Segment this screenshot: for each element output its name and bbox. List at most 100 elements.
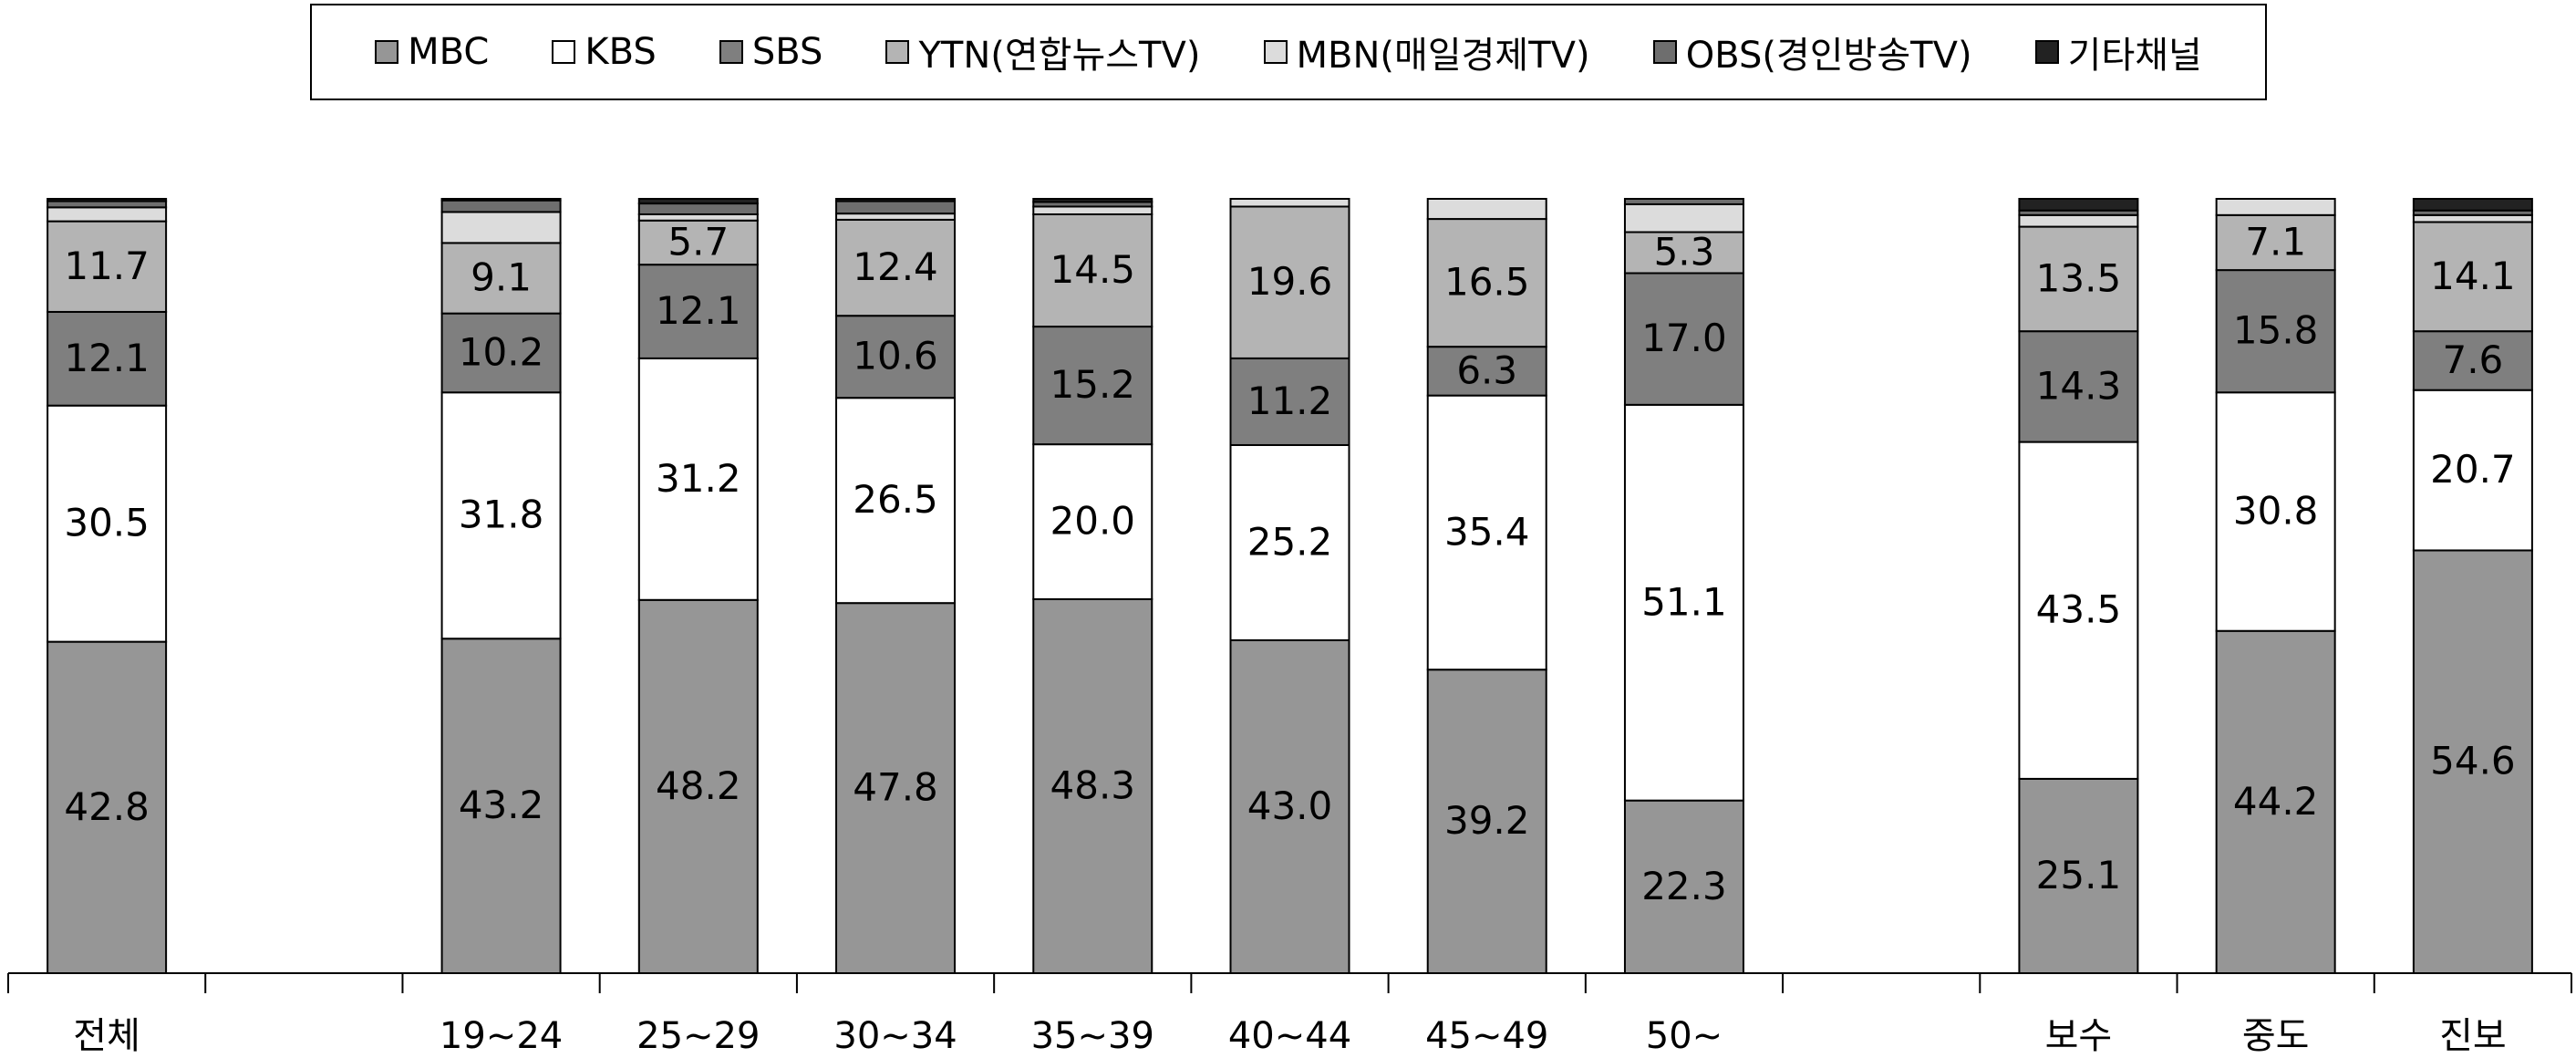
data-label: 14.3 [2036,363,2122,408]
data-label: 54.6 [2430,739,2516,783]
data-label: 12.1 [656,288,741,333]
data-label: 12.4 [853,244,938,289]
legend-label: SBS [751,31,823,73]
bar-segment [2412,330,2533,391]
bar-segment [1229,443,1350,641]
bar-segment [440,242,562,315]
x-tick-label: 35~39 [1031,1015,1154,1057]
legend-item: OBS(경인방송TV) [1652,26,1972,78]
bar-segment [1032,597,1154,974]
bar-segment [1032,205,1154,215]
bar-segment [637,264,759,359]
legend-item: SBS [719,31,823,73]
bar-segment [835,198,957,202]
bar-segment [2215,391,2336,632]
bar-segment [2412,198,2533,212]
legend-label: YTN(연합뉴스TV) [918,35,1201,77]
bar-segment [2412,221,2533,333]
bar-segment [440,198,562,202]
bar-segment [1623,202,1744,233]
legend: MBC KBS SBS YTN(연합뉴스TV) MBN(매일경제TV) OBS(경인방송T… [310,4,2267,100]
legend-item: KBS [552,31,657,73]
legend-swatch [2034,40,2059,64]
legend-label: OBS(경인방송TV) [1685,35,1972,77]
bar-segment [1623,799,1744,974]
bar-segment [1032,198,1154,203]
data-label: 19.6 [1247,259,1333,304]
bar-segment [2215,198,2336,216]
data-label: 14.5 [1050,247,1136,292]
bar-segment [1426,346,1547,397]
bar-segment [637,357,759,601]
data-label: 16.5 [1444,260,1530,305]
bar-segment [835,218,957,317]
data-label: 13.5 [2036,255,2122,300]
bar-segment [1623,198,1744,205]
bar-segment [440,312,562,394]
bar-segment [1623,272,1744,406]
x-tick-label: 40~44 [1228,1015,1351,1057]
bar-segment [47,220,168,313]
x-tick-label: 25~29 [636,1015,760,1057]
data-label: 42.8 [64,784,150,829]
legend-label: MBN(매일경제TV) [1296,35,1590,77]
x-tick-label: 보수 [2045,1015,2113,1057]
bar-segment [1229,638,1350,974]
bar-segment [835,602,957,974]
x-tick-label: 45~49 [1425,1015,1548,1057]
legend-label: 기타채널 [2067,35,2202,77]
bar-segment [2215,269,2336,394]
data-label: 12.1 [64,336,150,380]
legend-swatch [885,40,910,64]
data-label: 39.2 [1444,798,1530,843]
data-label: 35.4 [1444,509,1530,554]
bar-segment [835,213,957,221]
bar-segment [1623,403,1744,802]
bar-segment [440,391,562,640]
bar-segment [835,200,957,215]
legend-swatch [719,40,743,64]
data-label: 43.5 [2036,587,2122,632]
bar-segment [1623,231,1744,275]
bar-segment [47,198,168,202]
data-label: 7.6 [2442,337,2503,382]
legend-item: MBN(매일경제TV) [1263,26,1590,78]
data-label: 14.1 [2430,254,2516,298]
bar-segment [1229,198,1350,208]
data-label: 30.8 [2233,488,2319,533]
data-label: 25.2 [1247,519,1333,564]
data-label: 10.6 [853,334,938,379]
bar-segment [1426,394,1547,671]
data-label: 7.1 [2245,219,2306,264]
data-label: 44.2 [2233,779,2319,824]
data-label: 25.1 [2036,853,2122,897]
bar-segment [1229,357,1350,446]
data-label: 31.2 [656,456,741,501]
data-label: 20.7 [2430,447,2516,492]
data-label: 31.8 [459,493,544,537]
bar-segment [440,638,562,974]
legend-item: 기타채널 [2034,26,2202,78]
data-label: 22.3 [1641,864,1727,908]
data-label: 15.8 [2233,308,2319,353]
bar-segment [2412,549,2533,974]
bar-segment [2412,389,2533,552]
bar-segment [835,315,957,399]
bar-segment [2018,225,2139,333]
bar-segment [1426,198,1547,221]
legend-item: MBC [375,31,489,73]
bar-segment [440,211,562,244]
data-label: 43.0 [1247,783,1333,828]
bar-segment [2412,213,2533,223]
data-label: 26.5 [853,477,938,522]
data-label: 30.5 [64,501,150,545]
data-label: 15.2 [1050,362,1136,407]
x-tick-label: 전체 [73,1015,140,1057]
legend-swatch [375,40,399,64]
legend-swatch [552,40,576,64]
bar-segment [637,219,759,266]
bar-segment [637,213,759,222]
data-label: 17.0 [1641,316,1727,360]
x-tick-label: 진보 [2439,1015,2507,1057]
